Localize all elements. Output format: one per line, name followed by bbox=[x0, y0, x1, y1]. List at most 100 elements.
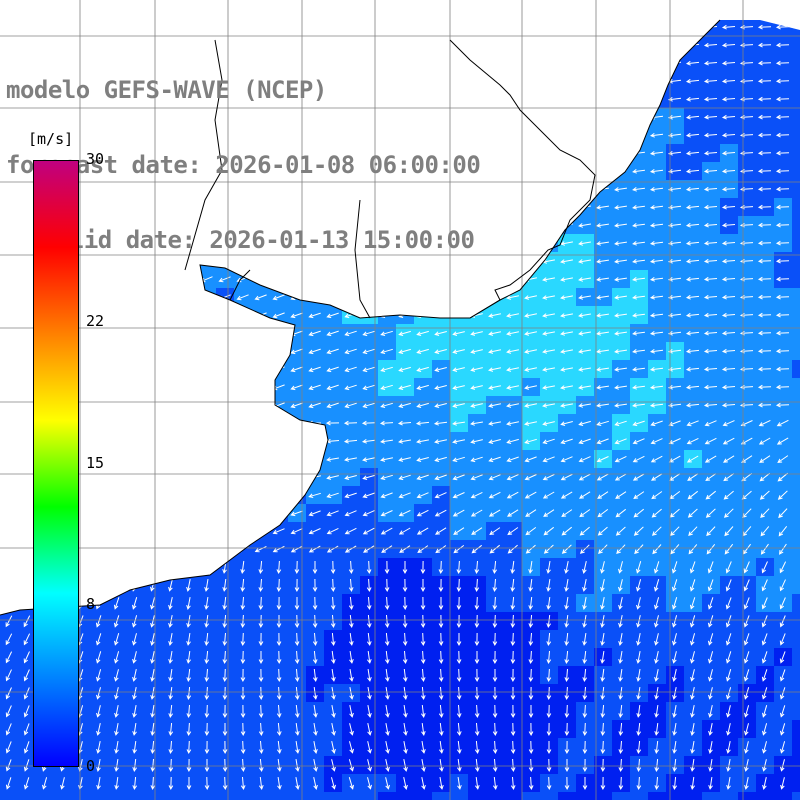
wind-arrow bbox=[132, 668, 137, 682]
wind-arrow bbox=[398, 384, 411, 390]
wind-arrow bbox=[380, 294, 393, 300]
wind-arrow bbox=[186, 633, 191, 646]
wind-arrow bbox=[366, 560, 372, 575]
wind-arrow bbox=[434, 385, 447, 390]
field-cell bbox=[612, 126, 631, 145]
field-cell bbox=[558, 90, 577, 109]
wind-arrow bbox=[600, 722, 606, 737]
field-cell bbox=[522, 162, 541, 181]
wind-arrow bbox=[542, 295, 555, 300]
wind-arrow bbox=[164, 420, 177, 425]
wind-arrow bbox=[524, 367, 537, 372]
wind-arrow bbox=[421, 759, 426, 772]
wind-arrow bbox=[132, 651, 137, 664]
wind-arrow bbox=[380, 474, 393, 480]
field-cell bbox=[540, 108, 559, 127]
field-cell bbox=[216, 324, 235, 343]
wind-arrow bbox=[724, 526, 734, 537]
colorbar-tick-30: 30 bbox=[86, 150, 105, 168]
wind-arrow bbox=[560, 491, 573, 499]
wind-arrow bbox=[326, 527, 339, 535]
wind-arrow bbox=[632, 367, 645, 372]
field-cell bbox=[198, 306, 217, 325]
wind-arrow bbox=[596, 25, 609, 30]
wind-arrow bbox=[723, 490, 734, 500]
field-cell bbox=[234, 360, 253, 379]
wind-arrow bbox=[775, 60, 790, 66]
wind-arrow bbox=[182, 384, 195, 391]
wind-arrow bbox=[542, 97, 555, 102]
wind-arrow bbox=[632, 205, 645, 210]
field-cell bbox=[504, 216, 523, 235]
field-cell bbox=[180, 558, 199, 577]
field-cell bbox=[648, 54, 667, 73]
wind-arrow bbox=[236, 384, 249, 391]
wind-arrow bbox=[757, 276, 772, 282]
wind-arrow bbox=[326, 402, 339, 409]
wind-arrow bbox=[578, 295, 591, 300]
wind-arrow bbox=[779, 633, 786, 646]
wind-arrow bbox=[492, 722, 498, 737]
field-cell bbox=[198, 486, 217, 505]
wind-arrow bbox=[128, 312, 141, 319]
wind-arrow bbox=[614, 97, 627, 102]
wind-arrow bbox=[510, 632, 516, 647]
wind-arrow bbox=[23, 561, 31, 574]
wind-arrow bbox=[632, 313, 645, 318]
field-cell bbox=[234, 522, 253, 541]
wind-arrow bbox=[308, 348, 321, 355]
wind-arrow bbox=[23, 723, 30, 736]
wind-arrow bbox=[362, 457, 375, 462]
coastline bbox=[0, 19, 721, 616]
forecast-date: forecast date: 2026-01-08 06:00:00 bbox=[6, 151, 481, 179]
wind-arrow bbox=[2, 419, 15, 426]
wind-arrow bbox=[761, 615, 768, 628]
wind-arrow bbox=[761, 669, 768, 682]
wind-arrow bbox=[276, 668, 282, 683]
wind-arrow bbox=[128, 294, 141, 301]
wind-arrow bbox=[92, 438, 105, 443]
wind-arrow bbox=[326, 294, 339, 301]
field-cell bbox=[792, 342, 800, 361]
wind-arrow bbox=[452, 456, 465, 462]
wind-arrow bbox=[667, 258, 682, 264]
wind-arrow bbox=[546, 632, 552, 647]
wind-arrow bbox=[344, 510, 357, 517]
wind-arrow bbox=[672, 633, 677, 646]
wind-arrow bbox=[92, 401, 105, 409]
wind-arrow bbox=[471, 527, 483, 535]
field-cell bbox=[540, 126, 559, 145]
wind-arrow bbox=[524, 241, 537, 246]
wind-arrow bbox=[199, 420, 214, 426]
wind-arrow bbox=[276, 686, 282, 701]
wind-arrow bbox=[168, 704, 174, 719]
field-cell bbox=[630, 90, 649, 109]
wind-arrow bbox=[349, 633, 354, 646]
wind-arrow bbox=[421, 723, 426, 736]
field-cell bbox=[576, 108, 595, 127]
wind-arrow bbox=[618, 776, 624, 791]
wind-arrow bbox=[240, 632, 246, 647]
wind-arrow bbox=[721, 114, 736, 120]
wind-arrow bbox=[398, 330, 411, 336]
wind-arrow bbox=[690, 633, 696, 646]
wind-arrow bbox=[528, 722, 534, 737]
field-cell bbox=[522, 792, 541, 800]
wind-arrow bbox=[506, 403, 519, 408]
wind-arrow bbox=[313, 741, 318, 754]
wind-arrow bbox=[384, 560, 390, 575]
wind-arrow bbox=[560, 169, 573, 174]
wind-arrow bbox=[633, 491, 645, 499]
wind-arrow bbox=[474, 632, 480, 647]
field-cell bbox=[612, 792, 631, 800]
wind-arrow bbox=[596, 79, 609, 84]
wind-arrow bbox=[685, 294, 700, 300]
wind-arrow bbox=[725, 579, 732, 592]
field-cell bbox=[180, 414, 199, 433]
wind-arrow bbox=[757, 114, 772, 120]
field-cell bbox=[720, 20, 739, 37]
field-cell bbox=[234, 486, 253, 505]
wind-arrow bbox=[222, 650, 228, 665]
wind-arrow bbox=[236, 330, 249, 337]
wind-arrow bbox=[186, 686, 192, 701]
